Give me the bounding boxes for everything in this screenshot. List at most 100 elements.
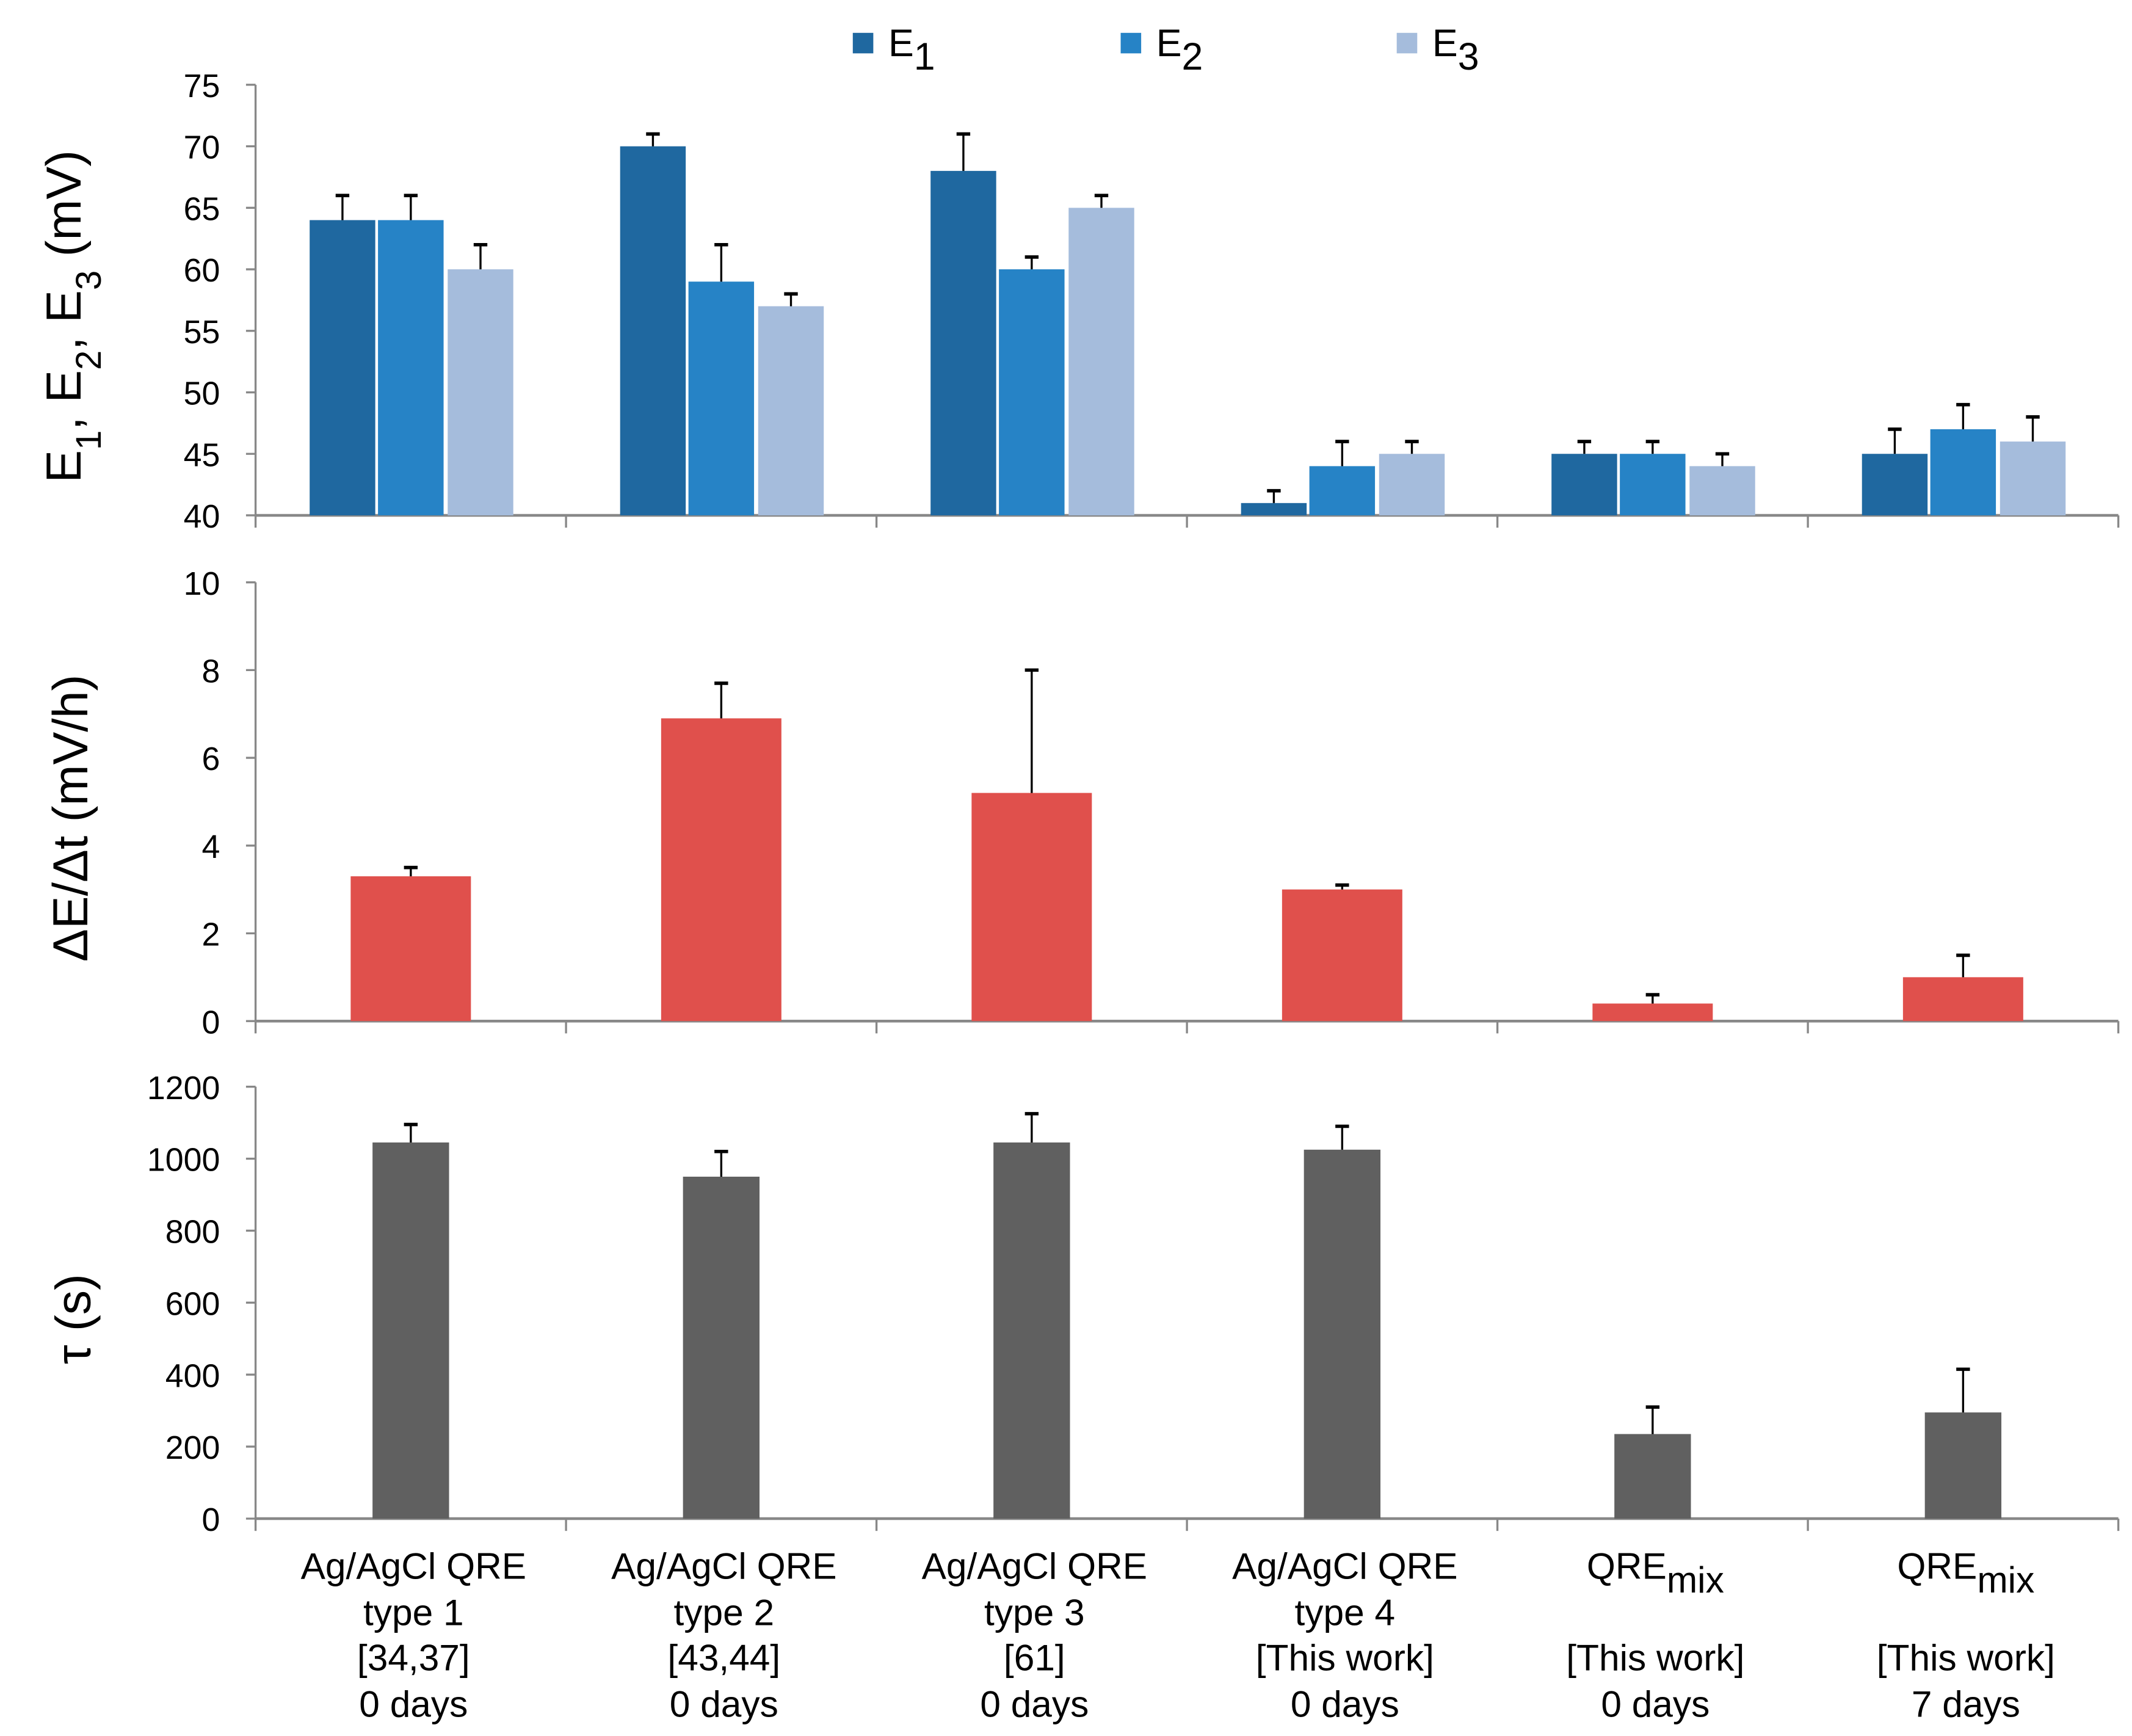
- y-tick-label: 8: [202, 653, 220, 690]
- legend-label-base: E: [888, 22, 914, 65]
- y-tick-label: 10: [184, 565, 220, 602]
- category-label-text: [61]: [1004, 1636, 1065, 1678]
- panel-2: 0 2 4 6 8 10 ΔE/Δt (mV/h): [43, 565, 2120, 1041]
- y-tick-label: 1200: [147, 1070, 220, 1106]
- bar-e3: [758, 306, 824, 515]
- category-label-2: Ag/AgCl QRE type 2[43,44] 0 days: [611, 1545, 836, 1725]
- category-label-line: 0 days: [1601, 1683, 1710, 1725]
- category-label-3: Ag/AgCl QRE type 3[61] 0 days: [922, 1545, 1147, 1725]
- bar: [350, 876, 471, 1022]
- category-label-line: [This work]: [1566, 1636, 1744, 1678]
- category-label-6: QREmix [This work] 7 days: [1877, 1545, 2055, 1725]
- y-tick-label: 4: [202, 829, 220, 865]
- y-tick-label: 70: [184, 129, 220, 166]
- bar-e3: [448, 269, 513, 515]
- y-tick-label: 1000: [147, 1142, 220, 1179]
- category-label-text: QRE: [1587, 1545, 1667, 1587]
- category-label-text: [This work]: [1566, 1636, 1744, 1678]
- y-tick-label: 55: [184, 314, 220, 350]
- bar: [661, 718, 781, 1022]
- y-axis-label: ΔE/Δt (mV/h): [43, 675, 98, 962]
- legend-swatch: [1120, 32, 1142, 54]
- category-label-text: Ag/AgCl QRE: [301, 1545, 526, 1587]
- bar-e1: [1551, 454, 1617, 515]
- legend-label-base: E: [1432, 22, 1458, 65]
- category-label-text: [This work]: [1256, 1636, 1434, 1678]
- category-label-line: Ag/AgCl QRE: [611, 1545, 836, 1587]
- y-axis-label-part: 2: [69, 350, 109, 370]
- bar-e1: [1862, 454, 1928, 515]
- category-label-line: [43,44]: [667, 1636, 780, 1678]
- category-label-line: type 1: [363, 1592, 464, 1633]
- category-label-4: Ag/AgCl QRE type 4[This work] 0 days: [1232, 1545, 1457, 1725]
- panel-3: 0 200 400 600 800 1000 1200 τ (s): [46, 1070, 2120, 1538]
- category-label-text: [43,44]: [667, 1636, 780, 1678]
- category-label-line: QREmix: [1587, 1545, 1724, 1600]
- y-tick-label: 2: [202, 917, 220, 953]
- category-label-text: 0 days: [1601, 1683, 1710, 1725]
- category-label-text: 0 days: [670, 1683, 778, 1725]
- y-tick-label: 800: [165, 1214, 220, 1251]
- y-axis-label-part: , E: [37, 370, 92, 430]
- bar-e2: [688, 281, 755, 515]
- category-label-line: Ag/AgCl QRE: [301, 1545, 526, 1587]
- y-axis-label: E1, E2, E3 (mV): [37, 150, 108, 483]
- legend-item-e1: E1: [852, 22, 935, 78]
- category-label-text: QRE: [1897, 1545, 1977, 1587]
- category-label-line: 0 days: [670, 1683, 778, 1725]
- category-label-sub: mix: [1667, 1559, 1724, 1600]
- bar: [1282, 889, 1402, 1022]
- y-axis-label: τ (s): [46, 1274, 101, 1364]
- category-label-text: Ag/AgCl QRE: [1232, 1545, 1457, 1587]
- y-axis-label-part: , E: [37, 290, 92, 350]
- y-axis-label-part: (mV): [37, 150, 92, 271]
- bar-e2: [1930, 429, 1996, 515]
- bar-e1: [310, 220, 375, 515]
- category-label-line: 0 days: [359, 1683, 468, 1725]
- category-label-text: type 2: [674, 1592, 775, 1633]
- category-label-text: [34,37]: [357, 1636, 470, 1678]
- legend-label-base: E: [1156, 22, 1182, 65]
- category-label-line: type 3: [984, 1592, 1085, 1633]
- legend-swatch: [1396, 32, 1418, 54]
- category-label-line: 7 days: [1912, 1683, 2020, 1725]
- category-label-text: 7 days: [1912, 1683, 2020, 1725]
- y-tick-label: 45: [184, 437, 220, 473]
- bar: [993, 1142, 1070, 1519]
- y-tick-label: 0: [202, 1502, 220, 1538]
- bar: [1592, 1003, 1713, 1022]
- bar-e3: [1689, 466, 1755, 515]
- legend-label-sub: 3: [1458, 35, 1479, 78]
- legend-label: E3: [1432, 22, 1479, 78]
- legend-label: E2: [1156, 22, 1203, 78]
- bar: [1303, 1149, 1381, 1519]
- category-label-text: type 1: [363, 1592, 464, 1633]
- y-tick-label: 400: [165, 1357, 220, 1394]
- category-label-text: Ag/AgCl QRE: [922, 1545, 1147, 1587]
- y-tick-label: 40: [184, 498, 220, 535]
- category-label-text: [This work]: [1877, 1636, 2055, 1678]
- bar: [1902, 977, 2023, 1022]
- y-tick-label: 6: [202, 741, 220, 777]
- legend-label: E1: [888, 22, 935, 78]
- category-label-text: 0 days: [1291, 1683, 1399, 1725]
- category-label-line: 0 days: [980, 1683, 1089, 1725]
- bar: [372, 1142, 449, 1519]
- category-label-text: 0 days: [359, 1683, 468, 1725]
- category-label-sub: mix: [1977, 1559, 2034, 1600]
- y-tick-label: 0: [202, 1004, 220, 1041]
- y-tick-label: 65: [184, 191, 220, 227]
- bar-e3: [1068, 208, 1134, 515]
- y-axis-label-part: 1: [69, 430, 109, 450]
- category-label-line: Ag/AgCl QRE: [1232, 1545, 1457, 1587]
- y-tick-label: 200: [165, 1429, 220, 1466]
- category-label-text: 0 days: [980, 1683, 1089, 1725]
- category-label-line: [This work]: [1877, 1636, 2055, 1678]
- bar: [1924, 1412, 2002, 1519]
- y-tick-label: 50: [184, 376, 220, 412]
- category-label-5: QREmix [This work] 0 days: [1566, 1545, 1744, 1725]
- bar-e2: [378, 220, 444, 515]
- y-tick-label: 60: [184, 252, 220, 289]
